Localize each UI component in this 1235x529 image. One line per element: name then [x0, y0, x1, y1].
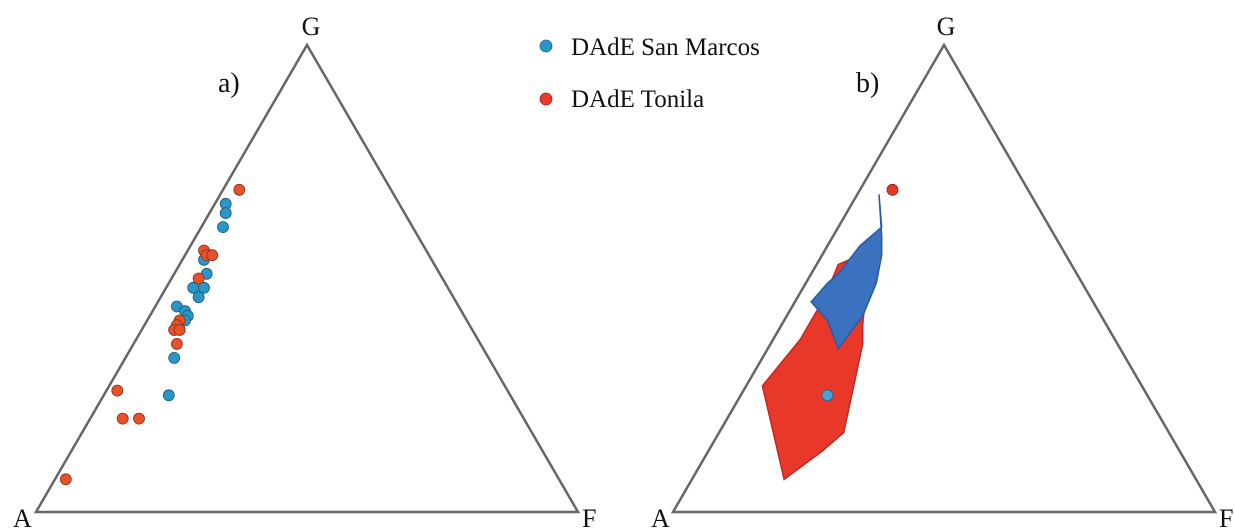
point-dade-tonila-1: [233, 183, 246, 196]
legend-item-tonila: DAdE Tonila: [539, 86, 704, 113]
point-dade-san-marcos-3: [217, 221, 229, 234]
panel-a-triangle-outline: [33, 42, 581, 514]
panel-b-label: b): [856, 68, 879, 99]
field-dade-san-marcos: [810, 194, 883, 351]
panel-b-vertex-f: F: [1219, 504, 1233, 529]
legend-marker-san-marcos: [539, 39, 553, 53]
point-dade-san-marcos-7: [187, 281, 200, 294]
point-dade-san-marcos-8: [192, 291, 205, 304]
point-dade-san-marcos-15: [168, 351, 181, 364]
point-dade-san-marcos-2: [219, 207, 232, 220]
legend-label-san-marcos: DAdE San Marcos: [571, 34, 760, 61]
panel-a-vertex-f: F: [582, 504, 596, 529]
panel-b-vertex-a: A: [651, 504, 670, 529]
point-dade-tonila-10: [170, 337, 183, 350]
legend-marker-tonila: [539, 92, 553, 106]
panel-a-ternary: a) G A F: [13, 12, 596, 529]
panel-a-label: a): [218, 68, 240, 99]
panel-b-triangle-outline: [670, 42, 1218, 514]
point-dade-san-marcos-16: [162, 389, 175, 402]
point-dade-san-marcos-1: [821, 389, 834, 402]
point-dade-tonila-13: [133, 412, 145, 425]
point-dade-tonila-12: [116, 412, 129, 425]
panel-a-vertex-a: A: [13, 504, 32, 529]
panel-b-points: [821, 183, 899, 402]
point-dade-tonila-1: [886, 183, 899, 196]
panel-b-vertex-g: G: [937, 12, 956, 41]
panel-a-points: [59, 183, 246, 486]
panel-b-ternary: b) G A F: [651, 12, 1233, 529]
point-dade-tonila-14: [59, 473, 72, 486]
legend-label-tonila: DAdE Tonila: [571, 86, 704, 113]
legend: DAdE San Marcos DAdE Tonila: [539, 34, 760, 113]
legend-item-san-marcos: DAdE San Marcos: [539, 34, 760, 61]
point-dade-tonila-5: [192, 272, 205, 285]
point-dade-tonila-4: [206, 249, 219, 262]
point-dade-tonila-11: [111, 384, 124, 397]
panel-a-vertex-g: G: [302, 12, 321, 41]
point-dade-tonila-9: [173, 323, 186, 336]
panel-b-fields: [761, 194, 883, 481]
